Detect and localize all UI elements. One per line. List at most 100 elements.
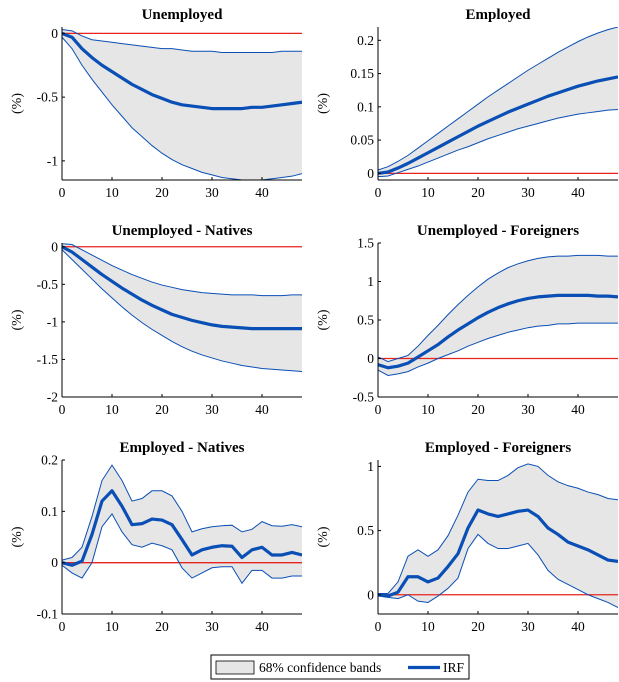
legend: 68% confidence bands IRF: [210, 654, 470, 680]
band-lower-line: [62, 512, 302, 585]
x-tick-label: 10: [105, 402, 119, 417]
irf-line: [378, 293, 618, 370]
irf-line: [62, 489, 302, 567]
plot-area: [62, 464, 302, 585]
x-tick-label: 0: [375, 402, 382, 417]
y-tick-label: 0: [51, 239, 58, 254]
y-axis-label: (%): [316, 93, 331, 114]
legend-band-swatch: [215, 660, 255, 675]
y-tick-label: 0.05: [350, 133, 374, 148]
panel-unemployed-foreigners: Unemployed - Foreigners (%) 0 10 20 30 40-0.…: [316, 223, 618, 417]
y-tick-label: -1.5: [37, 352, 59, 367]
x-tick-label: 40: [571, 619, 585, 634]
x-tick-label: 0: [375, 619, 382, 634]
legend-band-label: 68% confidence bands: [259, 660, 381, 675]
y-tick-label: -0.1: [37, 607, 58, 622]
y-tick-label: 0: [51, 555, 58, 570]
plot-area: [378, 27, 618, 178]
y-tick-label: -0.5: [37, 277, 59, 292]
x-tick-label: 20: [155, 185, 169, 200]
plot-area: [62, 29, 302, 180]
plot-area: [62, 243, 302, 372]
x-tick-label: 20: [155, 402, 169, 417]
x-tick-label: 40: [255, 402, 269, 417]
panel-employed: Employed (%) 0 10 20 30 40 0 0.05 0.1 0.15 0.2: [316, 7, 618, 200]
y-tick-label: 0: [51, 26, 58, 41]
y-tick-label: 1: [367, 274, 374, 289]
y-tick-label: 0.2: [357, 33, 374, 48]
band-lower-line: [378, 533, 618, 609]
y-axis-label: (%): [10, 93, 25, 114]
panel-title: Unemployed: [142, 7, 223, 23]
confidence-band: [378, 27, 618, 177]
confidence-band: [62, 465, 302, 584]
band-lower-line: [62, 36, 302, 180]
band-lower-line: [378, 322, 618, 376]
x-tick-label: 10: [421, 402, 435, 417]
x-tick-label: 10: [421, 619, 435, 634]
band-upper-line: [62, 29, 302, 53]
y-axis-label: (%): [316, 309, 331, 330]
band-upper-line: [378, 463, 618, 594]
band-upper-line: [378, 254, 618, 363]
y-tick-label: -0.5: [353, 390, 375, 405]
band-upper-line: [62, 243, 302, 297]
band-lower-line: [378, 108, 618, 178]
x-tick-label: 40: [571, 402, 585, 417]
x-tick-label: 0: [375, 185, 382, 200]
x-tick-label: 10: [105, 619, 119, 634]
y-tick-label: 0.5: [357, 313, 374, 328]
y-tick-label: 1: [367, 459, 374, 474]
x-tick-label: 10: [105, 185, 119, 200]
y-tick-label: 0.1: [41, 504, 58, 519]
confidence-band: [62, 243, 302, 372]
panel-employed-natives: Employed - Natives (%) 0 10 20 30 40-0.100.1…: [10, 440, 302, 634]
y-tick-label: 0.15: [350, 66, 374, 81]
x-tick-label: 30: [521, 619, 535, 634]
x-tick-label: 40: [255, 185, 269, 200]
plot-area: [378, 254, 618, 376]
y-tick-label: 0.2: [41, 453, 58, 468]
y-tick-label: -0.5: [37, 90, 59, 105]
y-tick-label: 0: [367, 166, 374, 181]
band-lower-line: [62, 249, 302, 372]
band-upper-line: [378, 27, 618, 171]
x-tick-label: 20: [155, 619, 169, 634]
irf-line: [378, 508, 618, 598]
y-axis-label: (%): [316, 526, 331, 547]
y-tick-label: -2: [47, 390, 58, 405]
y-tick-label: 1.5: [357, 236, 374, 251]
y-tick-label: 0: [367, 351, 374, 366]
x-tick-label: 30: [205, 402, 219, 417]
irf-line: [62, 245, 302, 331]
x-tick-label: 10: [421, 185, 435, 200]
y-tick-label: -1: [47, 153, 58, 168]
panel-title: Employed: [465, 7, 531, 23]
x-tick-label: 0: [59, 185, 66, 200]
x-tick-label: 20: [471, 402, 485, 417]
x-tick-label: 20: [471, 619, 485, 634]
panel-employed-foreigners: Employed - Foreigners (%) 0 10 20 30 40 0 0.5 1: [316, 440, 618, 634]
y-axis-label: (%): [10, 526, 25, 547]
x-tick-label: 0: [59, 619, 66, 634]
y-axis-label: (%): [10, 309, 25, 330]
panel-title: Employed - Natives: [120, 440, 245, 456]
y-tick-label: 0.5: [357, 523, 374, 538]
confidence-band: [378, 463, 618, 608]
irf-line: [378, 75, 618, 175]
plot-area: [378, 463, 618, 609]
y-tick-label: -1: [47, 314, 58, 329]
panel-title: Employed - Foreigners: [425, 440, 572, 456]
x-tick-label: 30: [521, 402, 535, 417]
band-upper-line: [62, 464, 302, 561]
y-tick-label: 0.1: [357, 99, 374, 114]
legend-irf-label: IRF: [443, 660, 465, 675]
x-tick-label: 30: [205, 185, 219, 200]
x-tick-label: 30: [521, 185, 535, 200]
panel-unemployed: Unemployed (%) 0 10 20 30 40 -1 -0.5 0: [10, 7, 302, 200]
x-tick-label: 20: [471, 185, 485, 200]
panel-title: Unemployed - Foreigners: [417, 223, 579, 239]
x-tick-label: 30: [205, 619, 219, 634]
x-tick-label: 40: [571, 185, 585, 200]
